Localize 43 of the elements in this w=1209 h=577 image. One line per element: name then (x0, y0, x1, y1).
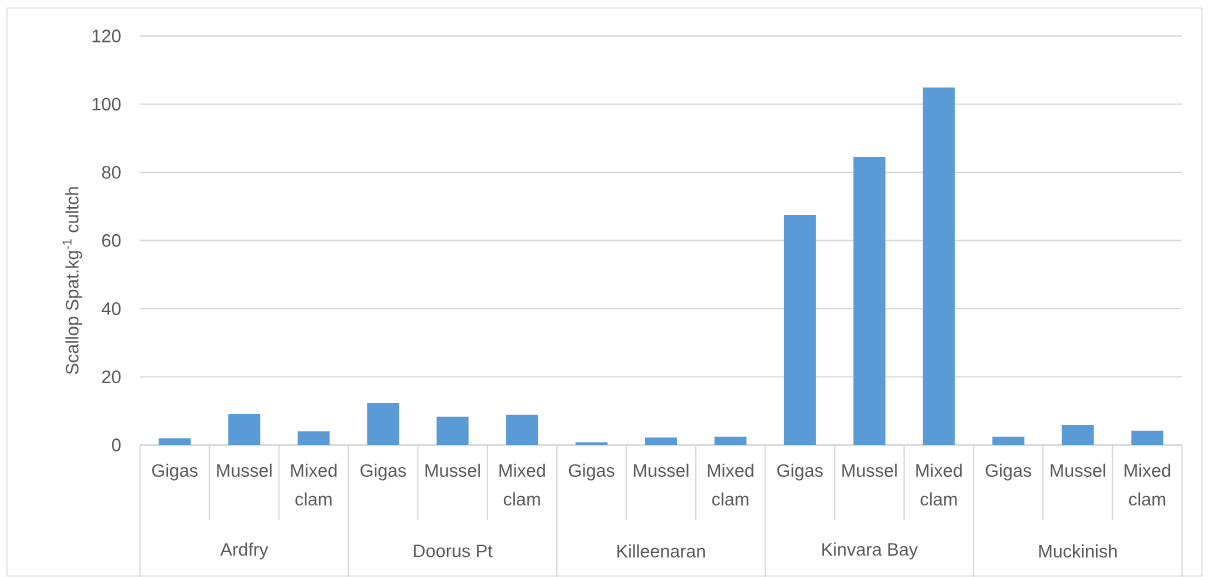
x-tick-label: Gigas (777, 463, 823, 481)
bar (158, 438, 191, 445)
bar (228, 413, 261, 445)
bar (992, 436, 1025, 445)
x-tick-label: Mussel (633, 463, 689, 477)
bar (436, 416, 469, 445)
x-tick-label: Mussel (1050, 463, 1106, 477)
bar (853, 156, 886, 445)
x-tick-label: Mixed clam (291, 463, 337, 506)
text: Ardfry (220, 542, 269, 560)
bar (575, 442, 608, 445)
bar (1061, 424, 1094, 445)
x-tick-label: Mixed clam (916, 463, 962, 506)
text: Killeenaran (617, 544, 705, 558)
bar (367, 403, 400, 445)
x-tick-label: Mussel (425, 463, 480, 477)
x-tick-label: Gigas (568, 463, 615, 481)
x-tick-label: Mixed clam (1124, 463, 1171, 506)
x-tick-label: Mussel (842, 463, 897, 477)
y-tick-label: 40 (101, 302, 121, 316)
x-tick-label: Mixed clam (707, 463, 754, 506)
x-tick-label: Gigas (152, 463, 198, 481)
x-tick-label: Mixed clam (499, 463, 545, 506)
x-tick-label: Gigas (360, 463, 406, 481)
text: Kinvara Bay (822, 542, 918, 560)
y-axis-title: Scallop Spat.kg$^{-1}$ cultch (62, 187, 83, 375)
y-tick-label: 20 (102, 370, 121, 384)
bar (714, 436, 747, 445)
y-tick-label: 100 (92, 97, 121, 111)
bar (1131, 430, 1164, 445)
text: Doorus Pt (414, 544, 493, 558)
bar (922, 87, 955, 445)
bar (645, 437, 678, 445)
y-tick-label: 80 (102, 165, 121, 179)
bar (297, 431, 330, 445)
text: Muckinish (1039, 544, 1117, 558)
y-tick-label: 120 (92, 29, 121, 43)
y-tick-label: 60 (102, 234, 121, 247)
x-tick-label: Mussel (217, 463, 272, 477)
bar (783, 214, 816, 445)
x-tick-label: Gigas (985, 463, 1032, 481)
y-tick-label: 0 (112, 438, 121, 452)
bar (506, 414, 539, 445)
